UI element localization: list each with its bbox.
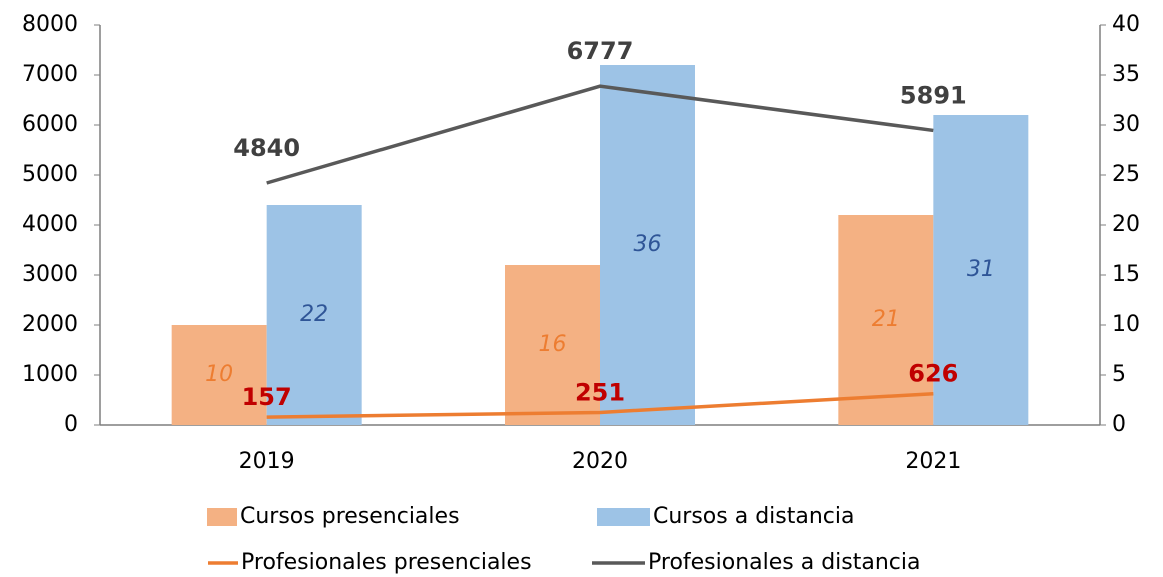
line-value-label: 4840 — [233, 134, 300, 162]
y-tick-label: 1000 — [22, 362, 78, 387]
line — [266, 84, 934, 185]
line-value-label: 6777 — [567, 37, 634, 65]
bar — [171, 325, 267, 425]
y2-tick-label: 20 — [1112, 212, 1140, 237]
legend-swatch — [597, 508, 650, 526]
bar — [838, 215, 934, 425]
x-tick-label: 2019 — [239, 449, 295, 474]
y2-tick-label: 40 — [1112, 12, 1140, 37]
y2-tick-label: 15 — [1112, 262, 1140, 287]
line-value-label: 626 — [908, 360, 958, 388]
bar-value-label: 22 — [300, 302, 328, 327]
bar-value-label: 21 — [872, 307, 900, 332]
legend-label: Cursos a distancia — [653, 504, 854, 529]
legend-label: Profesionales a distancia — [648, 550, 921, 575]
x-tick-label: 2021 — [905, 449, 961, 474]
legend-label: Cursos presenciales — [240, 504, 460, 529]
x-tick-label: 2020 — [572, 449, 628, 474]
y2-tick-label: 0 — [1112, 412, 1126, 437]
y-tick-label: 4000 — [22, 212, 78, 237]
y-tick-label: 6000 — [22, 112, 78, 137]
legend-swatch — [207, 508, 237, 526]
bar — [505, 265, 600, 425]
line-value-label: 5891 — [900, 81, 967, 109]
y-tick-label: 5000 — [22, 162, 78, 187]
bar — [600, 65, 695, 425]
y2-tick-label: 10 — [1112, 312, 1140, 337]
bar-value-label: 16 — [539, 332, 567, 357]
y-tick-label: 0 — [64, 412, 78, 437]
line-value-label: 251 — [575, 378, 625, 406]
bar-value-label: 31 — [967, 257, 995, 282]
bar — [266, 205, 362, 425]
bar — [933, 115, 1029, 425]
y-tick-label: 7000 — [22, 62, 78, 87]
bar-value-label: 36 — [634, 232, 662, 257]
y-tick-label: 2000 — [22, 312, 78, 337]
y2-tick-label: 30 — [1112, 112, 1140, 137]
bar-value-label: 10 — [205, 362, 233, 387]
y2-tick-label: 35 — [1112, 62, 1140, 87]
y-tick-label: 3000 — [22, 262, 78, 287]
line — [266, 391, 934, 419]
legend-label: Profesionales presenciales — [241, 550, 532, 575]
line-value-label: 157 — [242, 383, 292, 411]
y2-tick-label: 5 — [1112, 362, 1126, 387]
y2-tick-label: 25 — [1112, 162, 1140, 187]
y-tick-label: 8000 — [22, 12, 78, 37]
